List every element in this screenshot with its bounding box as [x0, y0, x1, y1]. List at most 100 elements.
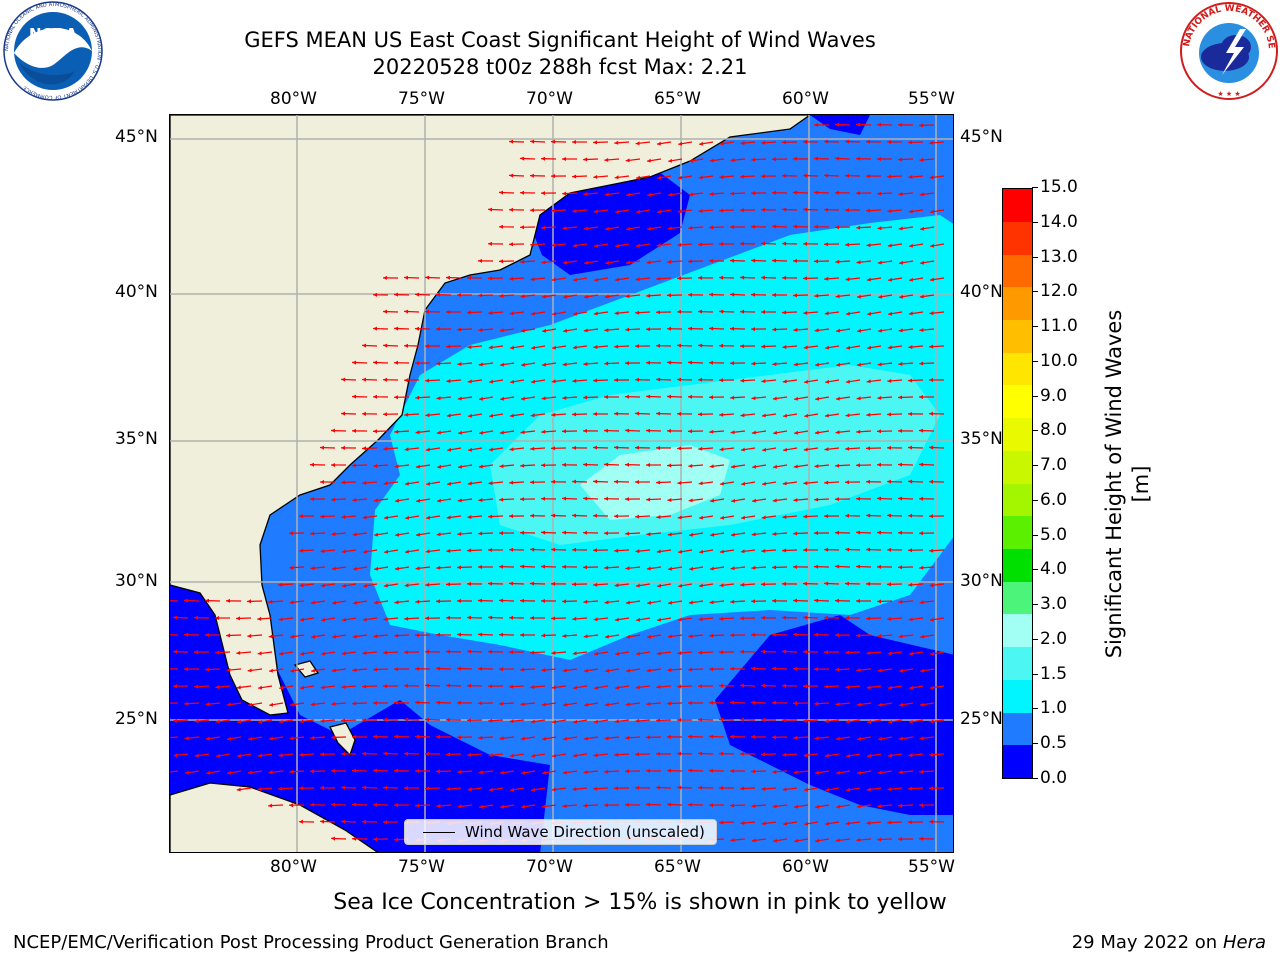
- wave-direction-arrowhead: [331, 497, 336, 502]
- wave-direction-arrowhead: [751, 734, 755, 739]
- wave-direction-arrowhead: [898, 462, 902, 467]
- wave-direction-arrowhead: [635, 549, 640, 554]
- wave-direction-arrowhead: [551, 379, 556, 384]
- wave-direction-arrowhead: [866, 277, 871, 282]
- wave-direction-arrowhead: [835, 838, 840, 843]
- wave-direction-arrowhead: [467, 683, 471, 688]
- wave-direction-arrowhead: [383, 309, 387, 314]
- wave-direction-arrowhead: [667, 768, 671, 773]
- footer-date-text: 29 May 2022 on: [1071, 932, 1218, 953]
- wave-direction-arrowhead: [299, 752, 304, 757]
- wave-direction-arrow: [170, 736, 179, 739]
- wave-direction-arrowhead: [573, 719, 577, 724]
- wave-direction-arrowhead: [510, 413, 514, 418]
- wave-direction-arrowhead: [467, 275, 471, 280]
- wave-direction-arrowhead: [919, 836, 923, 841]
- wave-direction-arrowhead: [782, 752, 787, 757]
- wave-direction-arrowhead: [752, 498, 756, 503]
- wave-direction-arrowhead: [656, 684, 661, 689]
- wave-direction-arrowhead: [500, 770, 504, 775]
- wave-direction-arrowhead: [583, 770, 588, 775]
- svg-text:★ ★ ★: ★ ★ ★: [1217, 90, 1240, 98]
- wave-direction-arrowhead: [425, 309, 429, 314]
- wave-direction-arrowhead: [542, 294, 546, 299]
- wave-direction-arrowhead: [740, 786, 745, 791]
- wave-direction-arrowhead: [446, 786, 451, 791]
- wave-direction-arrowhead: [194, 650, 198, 654]
- wave-direction-arrowhead: [772, 769, 777, 774]
- wave-direction-arrowhead: [247, 599, 251, 604]
- legend-label: Wind Wave Direction (unscaled): [465, 823, 705, 841]
- wave-direction-arrowhead: [184, 598, 189, 603]
- wave-direction-arrowhead: [457, 565, 461, 570]
- wave-direction-arrowhead: [436, 361, 441, 366]
- wave-direction-arrowhead: [803, 718, 808, 723]
- wave-direction-arrowhead: [635, 752, 639, 757]
- wave-direction-arrowhead: [887, 140, 891, 144]
- wave-direction-arrowhead: [593, 513, 597, 518]
- wave-direction-arrowhead: [425, 275, 430, 280]
- wave-direction-arrowhead: [814, 531, 818, 535]
- wave-direction-arrowhead: [919, 123, 923, 128]
- wave-direction-arrowhead: [929, 378, 933, 382]
- wave-direction-arrowhead: [583, 395, 587, 400]
- wave-direction-arrowhead: [467, 548, 472, 553]
- wave-direction-arrowhead: [761, 548, 766, 553]
- wave-direction-arrowhead: [563, 702, 567, 707]
- wave-direction-arrowhead: [824, 242, 828, 247]
- colorbar-tick-label: 15.0: [1032, 177, 1078, 197]
- wave-direction-arrowhead: [636, 175, 640, 180]
- wave-direction-arrowhead: [467, 310, 471, 315]
- wave-direction-arrowhead: [857, 736, 861, 741]
- wave-direction-arrowhead: [467, 379, 472, 384]
- wave-direction-arrowhead: [877, 496, 881, 501]
- wave-direction-arrowhead: [772, 498, 777, 503]
- wave-direction-arrowhead: [761, 275, 765, 280]
- wave-direction-arrowhead: [908, 753, 913, 758]
- wave-direction-arrowhead: [268, 599, 273, 604]
- wave-direction-arrowhead: [646, 735, 650, 740]
- wave-direction-arrowhead: [835, 633, 839, 637]
- wave-direction-arrowhead: [173, 649, 177, 654]
- wave-direction-arrowhead: [394, 464, 399, 469]
- wave-direction-arrowhead: [856, 633, 861, 638]
- wave-direction-arrowhead: [740, 275, 745, 280]
- colorbar-segment: [1003, 516, 1032, 549]
- wave-direction-arrowhead: [551, 139, 555, 144]
- wave-direction-arrowhead: [656, 411, 660, 416]
- wave-direction-arrowhead: [373, 394, 377, 399]
- lon-bottom-55w: 55°W: [908, 857, 955, 877]
- wave-direction-arrowhead: [677, 751, 681, 756]
- wave-direction-arrowhead: [825, 345, 829, 350]
- wave-direction-arrowhead: [782, 481, 787, 486]
- wave-direction-arrowhead: [636, 209, 640, 214]
- wave-direction-arrowhead: [625, 702, 630, 707]
- wave-direction-arrowhead: [236, 685, 241, 690]
- wave-direction-arrowhead: [845, 480, 849, 485]
- wave-direction-arrowhead: [647, 158, 651, 163]
- wave-direction-arrowhead: [866, 139, 870, 144]
- wave-direction-arrowhead: [845, 446, 850, 451]
- wave-direction-arrowhead: [887, 547, 891, 552]
- wave-direction-arrowhead: [772, 804, 777, 809]
- wave-direction-arrowhead: [499, 736, 504, 741]
- wave-direction-arrowhead: [320, 718, 325, 723]
- wave-direction-arrowhead: [436, 565, 441, 570]
- wave-direction-arrowhead: [793, 632, 798, 637]
- wave-direction-arrowhead: [478, 632, 483, 637]
- wave-direction-arrowhead: [720, 515, 724, 520]
- wave-direction-arrowhead: [437, 464, 441, 469]
- wave-direction-arrowhead: [898, 599, 903, 604]
- wave-direction-arrowhead: [341, 819, 346, 824]
- wave-direction-arrowhead: [678, 549, 682, 554]
- wave-direction-arrowhead: [310, 497, 314, 502]
- wave-direction-arrowhead: [824, 547, 828, 552]
- wave-direction-arrowhead: [362, 411, 366, 416]
- wave-direction-arrowhead: [856, 496, 860, 501]
- wave-direction-arrowhead: [615, 685, 619, 690]
- wave-direction-arrowhead: [709, 158, 714, 163]
- wave-direction-arrowhead: [887, 378, 892, 383]
- wave-direction-arrowhead: [226, 633, 231, 638]
- wave-direction-arrowhead: [383, 275, 387, 280]
- wave-direction-arrowhead: [908, 209, 913, 214]
